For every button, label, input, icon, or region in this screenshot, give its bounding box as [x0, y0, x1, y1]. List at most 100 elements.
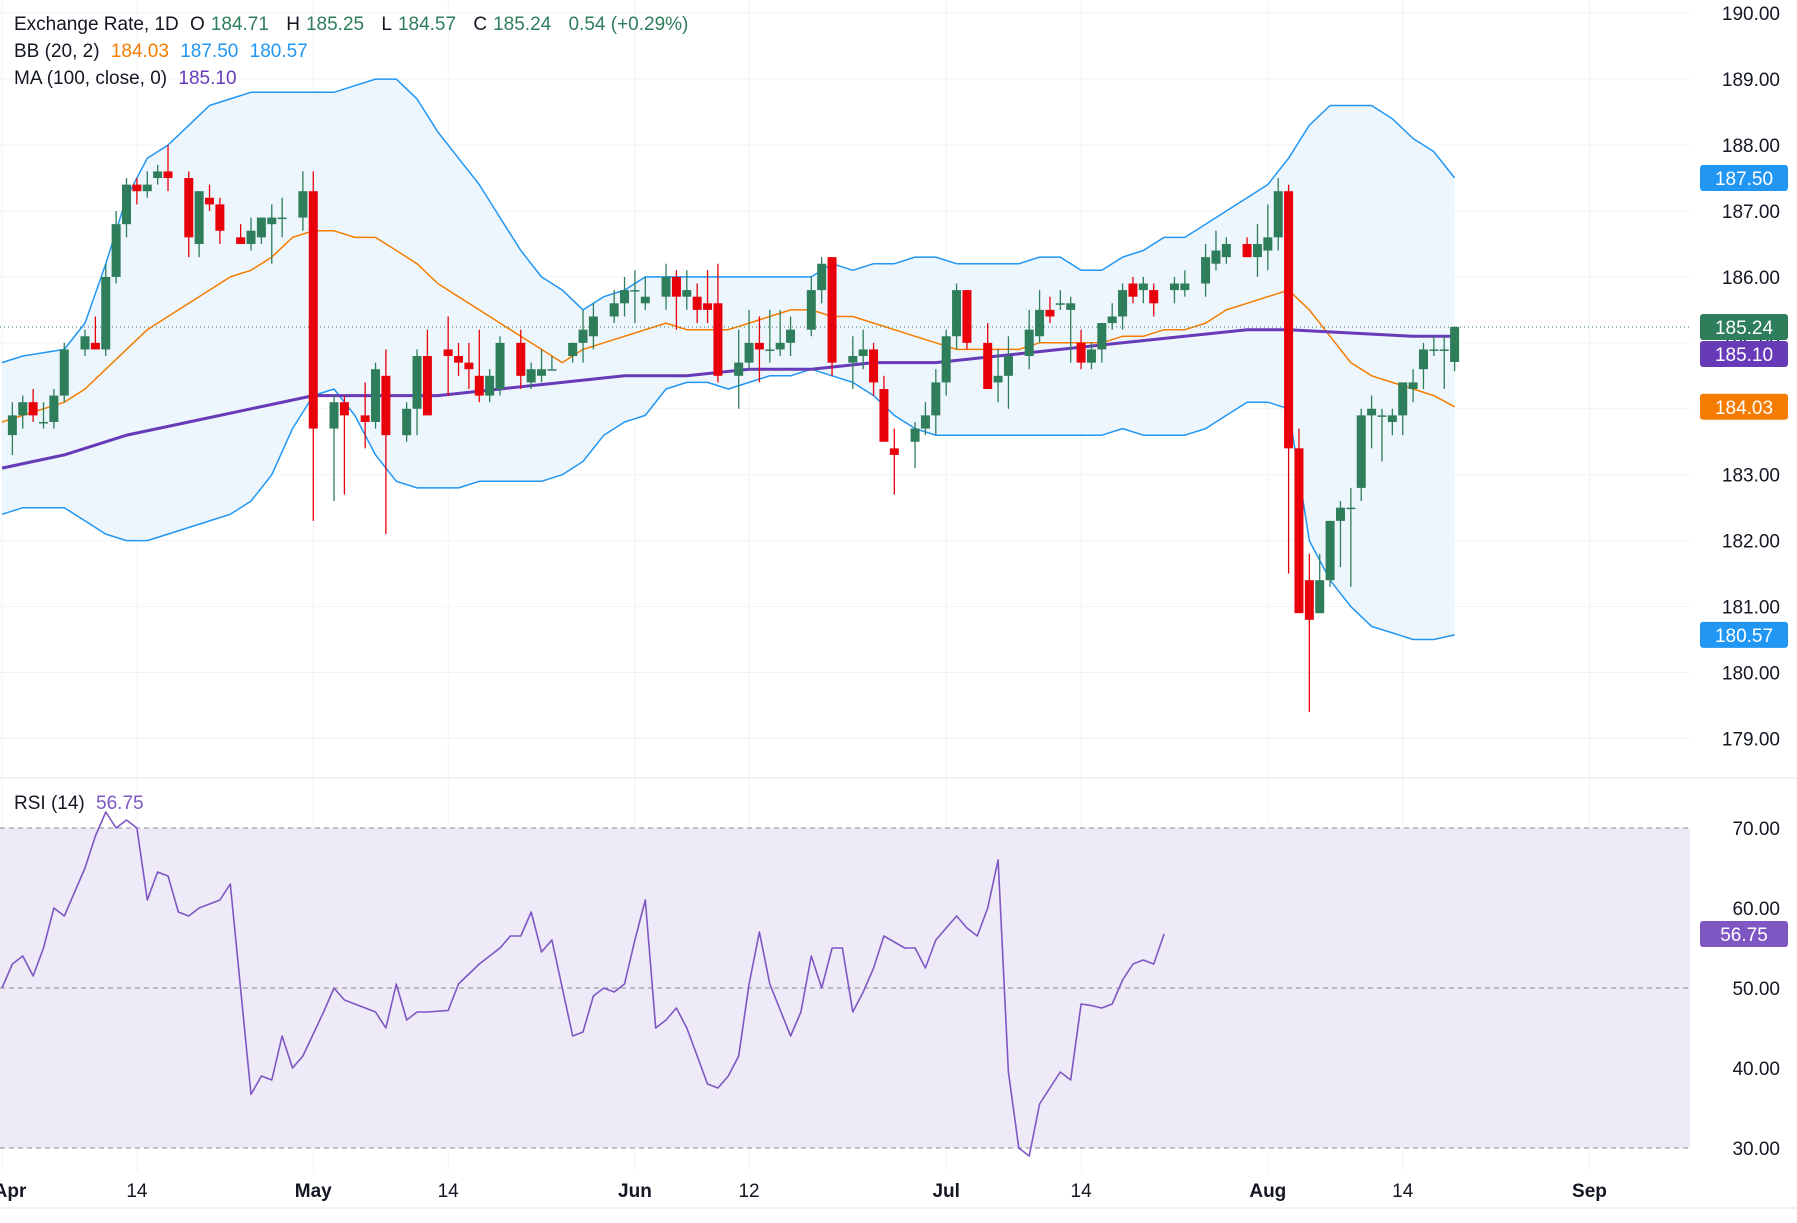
candle-body — [848, 356, 858, 363]
candle-body — [879, 389, 889, 442]
candle-body — [339, 402, 349, 416]
candle — [1273, 178, 1283, 251]
candle-body — [568, 342, 578, 357]
candle-body — [205, 197, 215, 205]
candle — [537, 349, 547, 383]
candle — [1128, 276, 1138, 304]
candle — [786, 316, 796, 357]
candle — [339, 395, 349, 495]
candle — [682, 270, 692, 310]
candle — [1107, 303, 1117, 330]
candle-body — [1076, 342, 1086, 363]
candle — [952, 283, 962, 350]
candle — [1024, 309, 1034, 370]
candle-body — [28, 402, 38, 416]
candle-body — [1242, 243, 1252, 258]
candle-body — [277, 217, 287, 220]
badge-bb-basis-label: 184.03 — [1715, 398, 1773, 419]
candle-body — [1408, 382, 1418, 389]
price-badges: 187.50 185.24 185.10 184.03 180.57 56.75 — [1700, 165, 1788, 947]
candle — [153, 164, 163, 185]
candle — [1315, 553, 1325, 614]
candle — [39, 402, 49, 429]
candle — [941, 329, 951, 396]
candle-body — [1398, 382, 1408, 416]
candle — [422, 329, 432, 416]
legend-ma: MA (100, close, 0) 185.10 — [14, 68, 243, 90]
candle-body — [495, 342, 505, 389]
candle — [1429, 336, 1439, 357]
rsi-tick-label: 40.00 — [1732, 1059, 1780, 1080]
candle — [412, 349, 422, 436]
candle — [765, 309, 775, 363]
candlestick-series — [7, 145, 1460, 713]
price-tick-label: 179.00 — [1722, 729, 1780, 750]
candle-body — [1418, 349, 1428, 370]
candle — [1242, 237, 1252, 258]
time-tick-label: Jul — [932, 1181, 959, 1202]
time-tick-label: 14 — [1392, 1181, 1414, 1202]
candle — [547, 356, 557, 371]
price-tick-label: 180.00 — [1722, 664, 1780, 685]
candle — [1003, 336, 1013, 409]
candle — [308, 171, 318, 521]
candle — [692, 283, 702, 324]
candle-body — [713, 303, 723, 376]
candle — [184, 171, 194, 258]
candle — [827, 257, 837, 376]
candle-body — [485, 375, 495, 396]
candle-body — [49, 395, 59, 422]
candle-body — [111, 224, 121, 277]
candle-body — [1149, 290, 1159, 304]
candle-body — [80, 336, 90, 350]
candle — [1325, 520, 1335, 587]
candle — [1055, 290, 1065, 310]
candle-body — [692, 296, 702, 310]
legend-open: O 184.71 — [190, 14, 275, 35]
time-tick-label: Sep — [1572, 1181, 1607, 1202]
candle-body — [869, 349, 879, 383]
candle-body — [516, 342, 526, 376]
candle-body — [1315, 580, 1325, 614]
candle-body — [184, 178, 194, 238]
candle — [993, 349, 1003, 403]
candle — [734, 329, 744, 409]
time-tick-label: Aug — [1249, 1181, 1286, 1202]
candle-body — [630, 290, 640, 292]
legend-high: H 185.25 — [286, 14, 370, 35]
candle — [848, 336, 858, 389]
candle-body — [910, 428, 920, 442]
candle-body — [1450, 327, 1460, 362]
candle — [817, 257, 827, 304]
candle-body — [59, 349, 69, 396]
candle — [1086, 342, 1096, 370]
time-tick-label: Apr — [0, 1181, 27, 1202]
candle — [1294, 428, 1304, 614]
bb-lower-value: 180.57 — [249, 41, 308, 62]
candle — [464, 342, 474, 389]
time-tick-label: 14 — [1071, 1181, 1093, 1202]
candle — [1169, 276, 1179, 304]
candle — [931, 369, 941, 436]
candle-body — [858, 349, 868, 357]
candle-body — [412, 356, 422, 409]
candle — [1201, 243, 1211, 297]
open-value: 184.71 — [210, 14, 269, 35]
candle-body — [1252, 243, 1262, 258]
candle-body — [215, 204, 225, 231]
candle-body — [246, 230, 256, 244]
high-value: 185.25 — [305, 14, 365, 35]
candle-body — [547, 369, 557, 371]
candle-body — [1335, 507, 1345, 521]
candle — [1066, 296, 1076, 363]
candle — [1118, 283, 1128, 330]
candle — [671, 270, 681, 330]
bb-upper-value: 187.50 — [180, 41, 239, 62]
candle-body — [1107, 316, 1117, 324]
candle-body — [1346, 507, 1356, 510]
ma-value: 185.10 — [178, 68, 237, 89]
candle-body — [1284, 191, 1294, 449]
candle — [1097, 323, 1107, 363]
price-tick-label: 182.00 — [1722, 532, 1780, 553]
